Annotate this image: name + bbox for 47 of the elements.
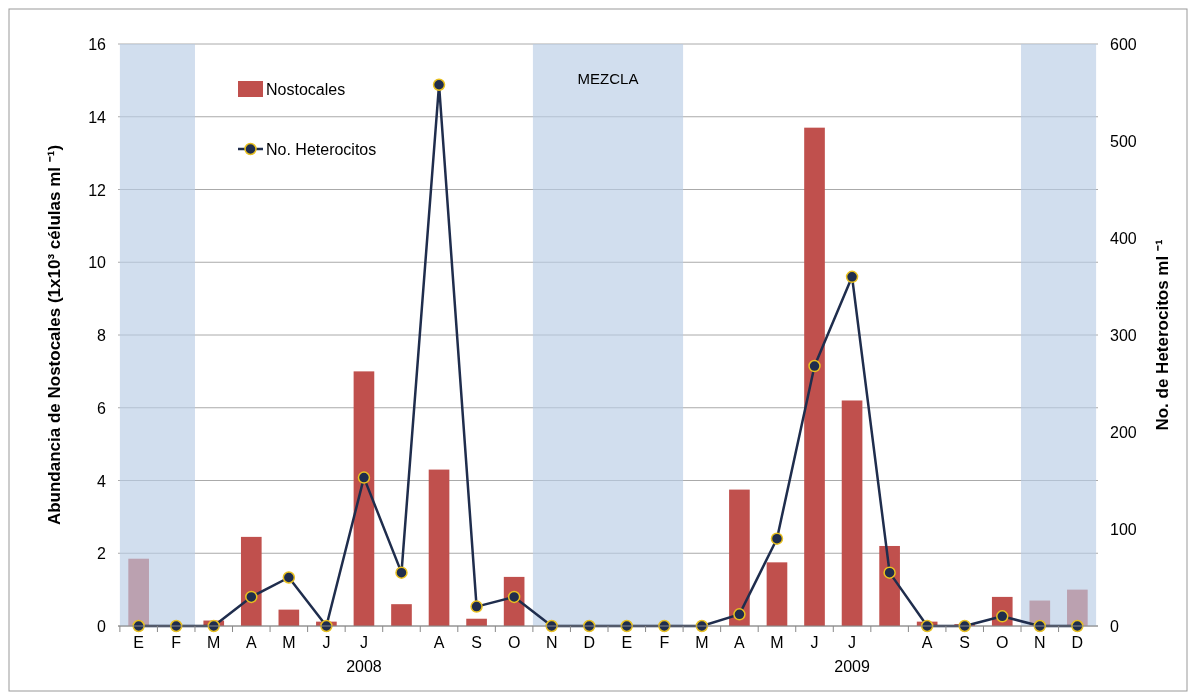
y-tick-label: 0: [97, 618, 107, 635]
y-tick-label: 16: [88, 36, 107, 53]
y2-tick-label: 400: [1110, 230, 1137, 247]
y2-tick-label: 300: [1110, 327, 1137, 344]
x-tick-label: J: [322, 634, 331, 651]
x-tick-label: D: [583, 634, 596, 651]
y-tick-label: 14: [88, 108, 107, 126]
y2-tick-label: 100: [1110, 521, 1137, 538]
text: 2009: [834, 658, 870, 675]
x-tick-label: M: [207, 634, 221, 651]
x-tick-label: O: [507, 634, 521, 651]
y2-tick-label: 600: [1110, 36, 1137, 53]
y2-tick-label: 200: [1110, 424, 1137, 441]
x-tick-label: A: [433, 634, 445, 651]
x-tick-label: S: [471, 634, 482, 651]
legend-label: Nostocales: [266, 81, 346, 98]
x-tick-label: A: [734, 634, 746, 651]
x-tick-label: N: [1034, 634, 1046, 651]
x-tick-label: F: [171, 634, 182, 651]
x-tick-label: J: [810, 634, 819, 651]
x-tick-label: M: [282, 634, 296, 651]
x-tick-label: E: [133, 634, 144, 651]
x-tick-label: J: [848, 634, 857, 651]
text: 2008: [346, 658, 382, 675]
x-tick-label: S: [959, 634, 971, 651]
x-tick-label: A: [245, 634, 257, 651]
x-tick-label: E: [621, 634, 633, 651]
x-tick-label: N: [545, 634, 558, 651]
y-axis-title: Abundancia de Nostocales (1x10³ células ml ⁻¹): [45, 144, 64, 526]
x-tick-label: J: [359, 634, 368, 651]
y2-axis-title: No. de Heterocitos ml ⁻¹: [1153, 239, 1172, 431]
y-tick-label: 2: [97, 545, 107, 563]
x-tick-label: M: [770, 634, 784, 651]
x-tick-label: A: [921, 634, 933, 651]
y2-tick-label: 500: [1110, 133, 1137, 150]
y-tick-label: 8: [97, 327, 107, 344]
annotation: MEZCLA: [577, 70, 639, 87]
x-tick-label: D: [1071, 634, 1084, 651]
legend-label: No. Heterocitos: [266, 141, 377, 158]
y-tick-label: 10: [88, 254, 107, 272]
x-tick-label: O: [996, 634, 1009, 651]
y2-tick-label: 0: [1110, 618, 1119, 635]
y-tick-label: 4: [97, 472, 107, 490]
x-tick-label: M: [695, 634, 709, 651]
y-tick-label: 6: [97, 399, 107, 417]
y-tick-label: 12: [88, 181, 107, 199]
x-tick-label: F: [659, 634, 670, 651]
